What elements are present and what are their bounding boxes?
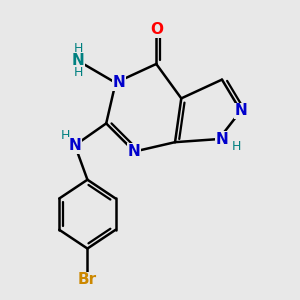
Text: N: N	[234, 103, 247, 118]
Text: O: O	[150, 22, 163, 37]
Text: H: H	[74, 66, 83, 79]
Text: N: N	[72, 53, 84, 68]
Text: N: N	[216, 131, 228, 146]
Text: H: H	[61, 129, 70, 142]
Text: H: H	[231, 140, 241, 153]
Text: N: N	[112, 75, 125, 90]
Text: Br: Br	[78, 272, 97, 287]
Text: N: N	[68, 138, 81, 153]
Text: H: H	[74, 42, 83, 56]
Text: N: N	[128, 144, 141, 159]
